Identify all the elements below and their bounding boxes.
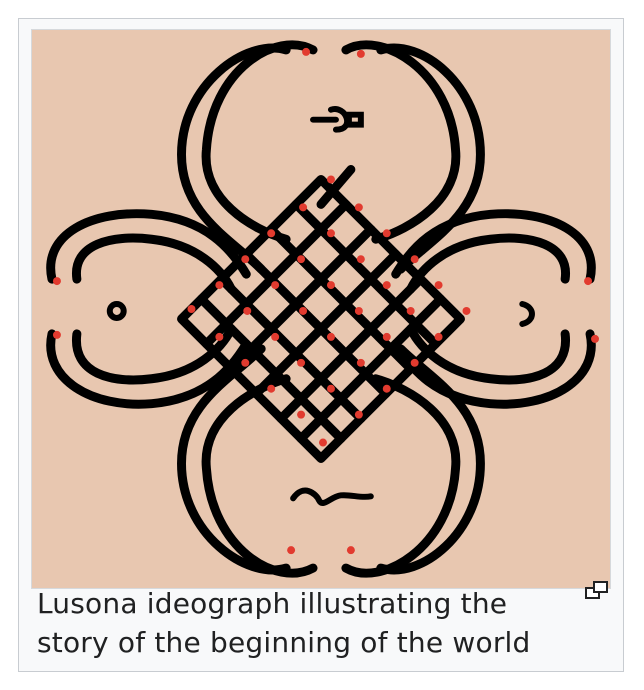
lusona-ideograph-image[interactable] (31, 29, 611, 589)
symbol-top (310, 106, 364, 133)
loop-bottom-right-inner (376, 344, 485, 575)
lusona-drawing (46, 40, 600, 578)
symbol-moon (519, 301, 535, 327)
enlarge-icon[interactable] (585, 581, 608, 599)
loop-bottom-left-inner (177, 344, 291, 575)
loop-right-top-inner (406, 233, 570, 294)
loop-bottom-right (341, 374, 461, 578)
dots (52, 47, 600, 555)
loop-left-top (46, 209, 251, 284)
loop-top-right (341, 40, 461, 244)
loop-top-left-inner (177, 43, 291, 274)
figure-caption: Lusona ideograph illustrating the story … (37, 587, 531, 659)
symbol-bottom (290, 487, 374, 506)
symbol-circle (106, 301, 127, 321)
central-diamond (177, 174, 465, 463)
loop-left-top-inner (72, 233, 236, 294)
loop-top-right-inner (376, 43, 485, 274)
loop-right-top (391, 209, 596, 284)
image-thumbnail-frame: Lusona ideograph illustrating the story … (18, 18, 624, 672)
